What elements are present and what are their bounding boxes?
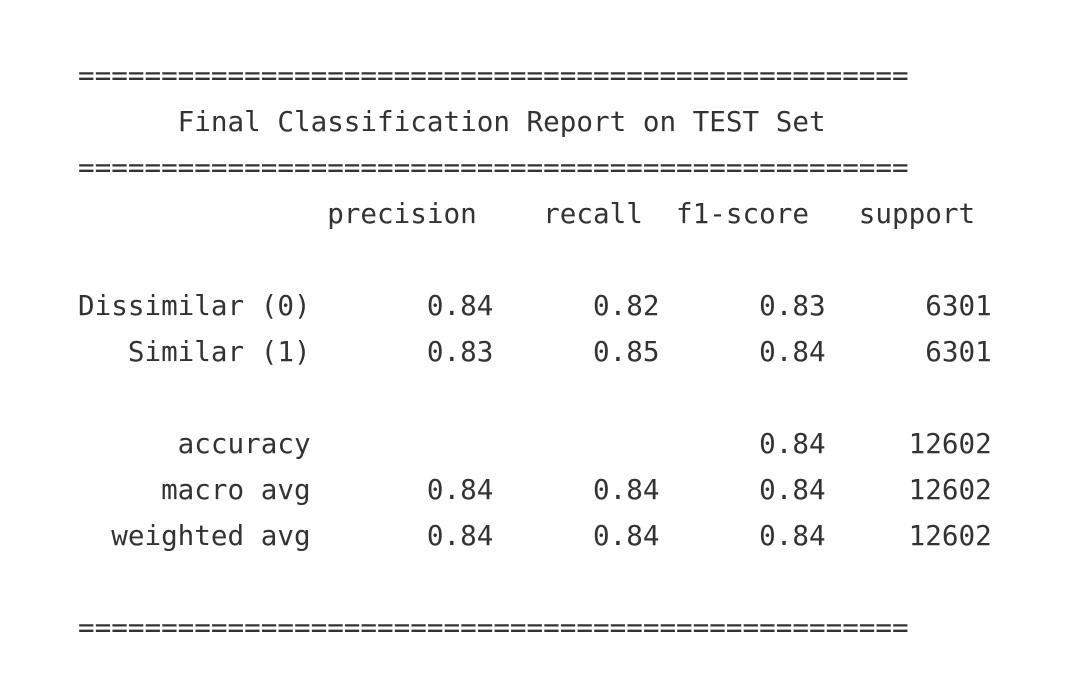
blank-line — [78, 375, 992, 421]
classification-report: ========================================… — [78, 53, 992, 651]
column-headers: precision recall f1-score support — [78, 197, 976, 230]
row-weighted-avg: weighted avg 0.84 0.84 0.84 12602 — [78, 519, 992, 552]
separator-top: ========================================… — [78, 59, 909, 92]
blank-line — [78, 559, 992, 605]
row-dissimilar: Dissimilar (0) 0.84 0.82 0.83 6301 — [78, 289, 992, 322]
separator-bottom: ========================================… — [78, 611, 909, 644]
row-accuracy: accuracy 0.84 12602 — [78, 427, 992, 460]
separator-middle: ========================================… — [78, 151, 909, 184]
row-macro-avg: macro avg 0.84 0.84 0.84 12602 — [78, 473, 992, 506]
row-similar: Similar (1) 0.83 0.85 0.84 6301 — [78, 335, 992, 368]
blank-line — [78, 237, 992, 283]
report-title: Final Classification Report on TEST Set — [78, 105, 826, 138]
